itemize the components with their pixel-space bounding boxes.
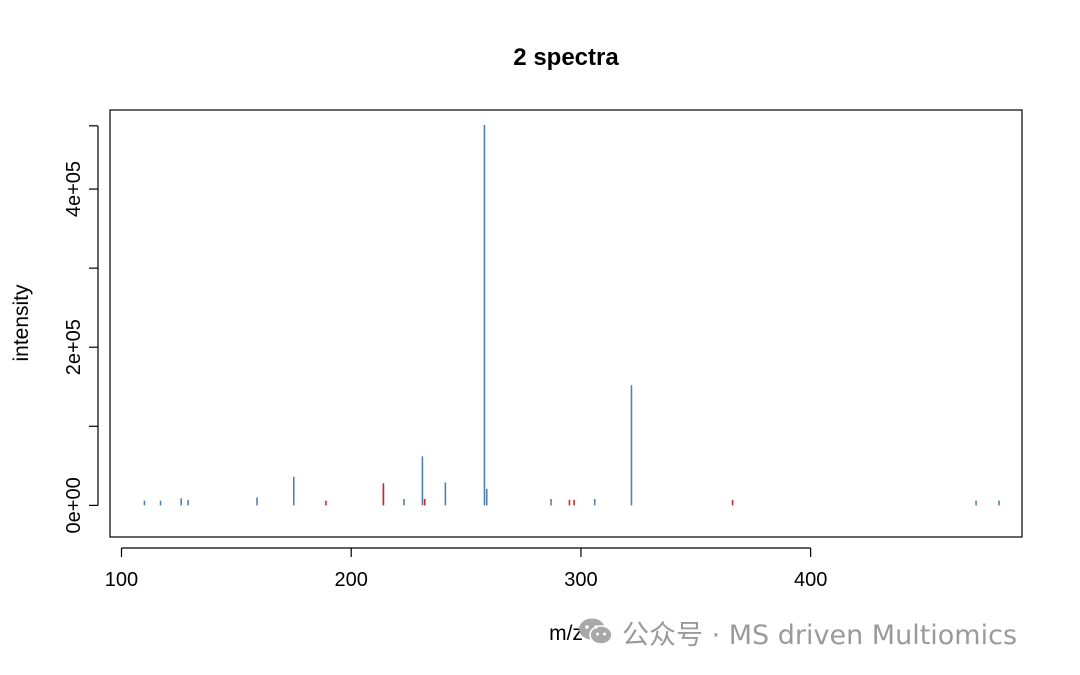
y-tick-label: 4e+05 <box>63 161 85 217</box>
y-axis: 0e+00 2e+05 4e+05 <box>63 125 99 533</box>
y-tick-label: 0e+00 <box>63 477 85 533</box>
x-tick-label: 400 <box>794 569 827 591</box>
wechat-icon <box>579 618 613 645</box>
x-tick-label: 300 <box>564 569 597 591</box>
y-tick-label: 2e+05 <box>63 319 85 375</box>
x-axis-label: m/z <box>549 622 583 645</box>
chart-title: 2 spectra <box>513 44 619 71</box>
watermark: 公众号 · MS driven Multiomics <box>578 612 1017 652</box>
x-tick-label: 100 <box>105 569 138 591</box>
plot-frame <box>109 109 1023 538</box>
watermark-text: 公众号 · MS driven Multiomics <box>622 619 1018 651</box>
x-axis: 100 200 300 400 <box>105 547 827 591</box>
y-axis-label: intensity <box>10 284 33 362</box>
x-tick-label: 200 <box>335 569 368 591</box>
peaks-layer <box>143 125 1000 506</box>
